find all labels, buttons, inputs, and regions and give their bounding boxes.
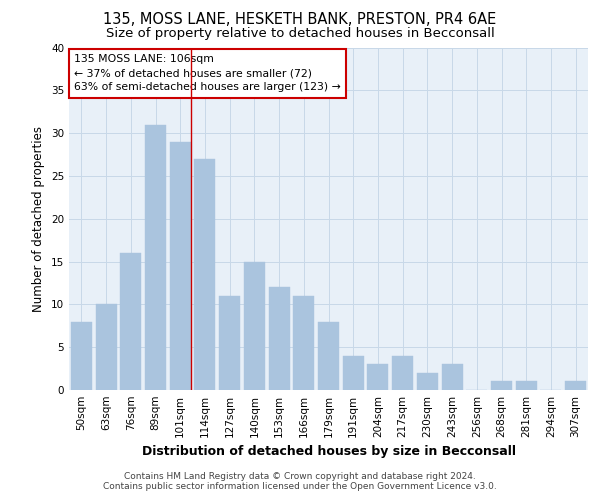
Bar	[442, 364, 463, 390]
Bar	[145, 124, 166, 390]
Bar	[565, 382, 586, 390]
Text: 135, MOSS LANE, HESKETH BANK, PRESTON, PR4 6AE: 135, MOSS LANE, HESKETH BANK, PRESTON, P…	[103, 12, 497, 28]
Bar	[293, 296, 314, 390]
Bar	[269, 287, 290, 390]
Bar	[491, 382, 512, 390]
Bar	[367, 364, 388, 390]
Text: Contains public sector information licensed under the Open Government Licence v3: Contains public sector information licen…	[103, 482, 497, 491]
Text: Contains HM Land Registry data © Crown copyright and database right 2024.: Contains HM Land Registry data © Crown c…	[124, 472, 476, 481]
Bar	[95, 304, 116, 390]
Bar	[120, 253, 141, 390]
Bar	[516, 382, 537, 390]
Bar	[318, 322, 339, 390]
Bar	[244, 262, 265, 390]
Bar	[343, 356, 364, 390]
Bar	[194, 159, 215, 390]
Y-axis label: Number of detached properties: Number of detached properties	[32, 126, 46, 312]
Text: 135 MOSS LANE: 106sqm
← 37% of detached houses are smaller (72)
63% of semi-deta: 135 MOSS LANE: 106sqm ← 37% of detached …	[74, 54, 341, 92]
Bar	[170, 142, 191, 390]
Text: Size of property relative to detached houses in Becconsall: Size of property relative to detached ho…	[106, 28, 494, 40]
Bar	[71, 322, 92, 390]
Bar	[417, 373, 438, 390]
Bar	[392, 356, 413, 390]
X-axis label: Distribution of detached houses by size in Becconsall: Distribution of detached houses by size …	[142, 446, 515, 458]
Bar	[219, 296, 240, 390]
